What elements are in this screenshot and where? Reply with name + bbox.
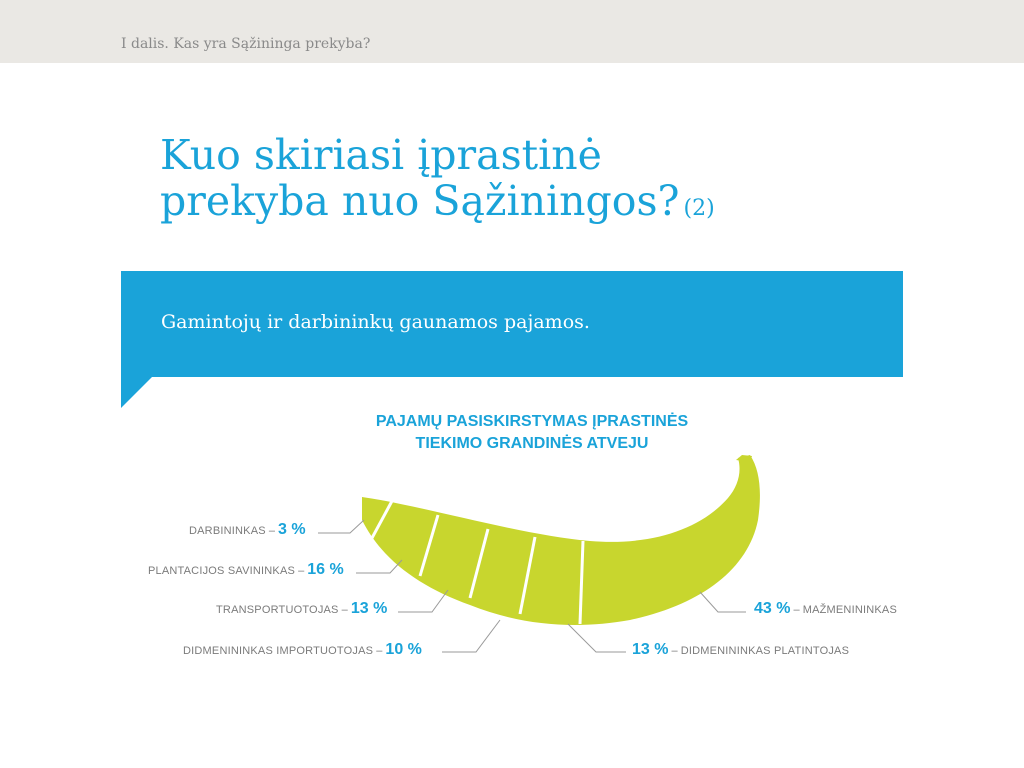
value-didmenininkas-platintojas: 13 %	[632, 641, 669, 658]
leader-line-transportuotojas	[398, 589, 449, 613]
chart-title-line-1: PAJAMŲ PASISKIRSTYMAS ĮPRASTINĖS	[375, 413, 689, 430]
leader-line-darbininkas	[318, 519, 365, 534]
section-title: I dalis. Kas yra Sąžininga prekyba?	[121, 36, 371, 52]
chart-title-line-2: TIEKIMO GRANDINĖS ATVEJU	[415, 435, 649, 452]
title-suffix: (2)	[683, 196, 715, 221]
value-didmenininkas-importuotojas: 10 %	[385, 641, 422, 658]
segment-divider	[370, 500, 394, 539]
value-darbininkas: 3 %	[278, 521, 306, 538]
value-transportuotojas: 13 %	[350, 600, 388, 617]
leader-line-didmenininkas-platintojas	[567, 623, 626, 653]
label-plantacijos-savininkas: PLANTACIJOS SAVININKAS – 16 %	[148, 561, 344, 578]
value-mazmenininkas: 43 %	[754, 600, 791, 617]
leader-line-didmenininkas-importuotojas	[442, 619, 501, 653]
leader-line-plantacijos-savininkas	[356, 559, 403, 574]
label-didmenininkas-platintojas: 13 % – DIDMENININKAS PLATINTOJAS	[632, 641, 850, 658]
subtitle-banner: Gamintojų ir darbininkų gaunamos pajamos…	[121, 271, 903, 377]
banana-stem	[736, 455, 752, 462]
label-didmenininkas-importuotojas: DIDMENININKAS IMPORTUOTOJAS – 10 %	[183, 641, 422, 658]
page-title: Kuo skiriasi įprastinė prekyba nuo Sąžin…	[160, 132, 920, 232]
label-transportuotojas: TRANSPORTUOTOJAS – 13 %	[216, 600, 388, 617]
label-mazmenininkas: 43 % – MAŽMENININKAS	[754, 600, 897, 617]
value-plantacijos-savininkas: 16 %	[307, 561, 344, 578]
title-line-2: prekyba nuo Sąžiningos?	[160, 177, 680, 225]
title-line-1: Kuo skiriasi įprastinė	[160, 131, 602, 179]
header-bar: I dalis. Kas yra Sąžininga prekyba?	[0, 0, 1024, 63]
banana-body	[362, 455, 760, 625]
segment-divider	[418, 514, 440, 577]
chart-title: PAJAMŲ PASISKIRSTYMAS ĮPRASTINĖS TIEKIMO…	[332, 411, 732, 455]
banner-text: Gamintojų ir darbininkų gaunamos pajamos…	[161, 311, 590, 333]
label-darbininkas: DARBININKAS – 3 %	[189, 521, 306, 538]
leader-line-mažmenininkas	[699, 591, 746, 613]
segment-divider	[578, 540, 585, 625]
banner-tail	[121, 376, 153, 408]
segment-divider	[518, 536, 537, 615]
segment-divider	[468, 528, 490, 599]
